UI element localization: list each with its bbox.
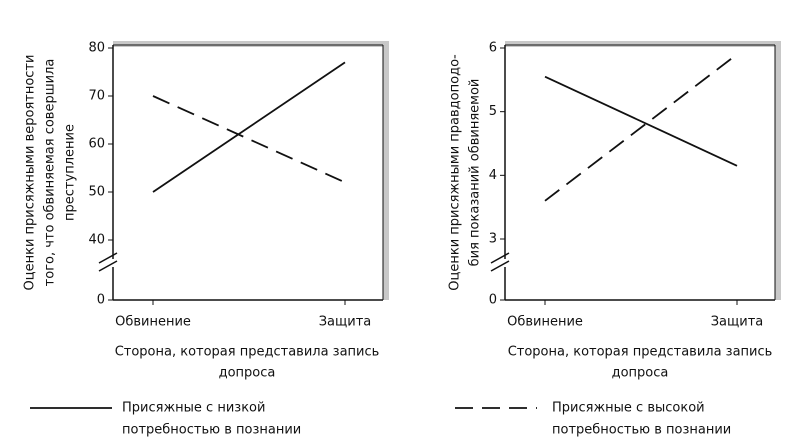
axis-break: [98, 260, 118, 272]
axis-break-gap: [99, 259, 119, 267]
x-axis-label: Сторона, которая представила запись: [508, 345, 773, 360]
axis-break: [490, 252, 510, 264]
frame-shade: [383, 41, 389, 300]
y-axis-label: Оценки присяжными правдоподо-: [448, 54, 463, 291]
x-tick-label: Защита: [711, 315, 764, 330]
y-axis-label: бия показаний обвиняемой: [468, 79, 483, 267]
y-tick-label: 50: [88, 185, 105, 200]
y-axis-label: преступление: [63, 124, 78, 221]
y-tick-label: 6: [489, 41, 497, 56]
x-tick-label: Обвинение: [115, 315, 191, 330]
axis-break-gap: [491, 259, 511, 267]
legend-label: Присяжные с низкой: [122, 401, 265, 416]
frame-shade: [113, 41, 389, 47]
y-tick-label: 0: [489, 293, 497, 308]
x-axis-label: допроса: [219, 366, 276, 381]
legend-label: потребностью в познании: [122, 423, 301, 438]
x-tick-label: Защита: [319, 315, 372, 330]
y-axis-label: Оценки присяжными вероятности: [23, 55, 38, 291]
y-tick-label: 5: [489, 104, 497, 119]
frame-shade: [505, 41, 781, 47]
series-line: [544, 75, 738, 167]
x-tick-label: Обвинение: [507, 315, 583, 330]
y-tick-label: 60: [88, 137, 105, 152]
legend-label: Присяжные с высокой: [552, 401, 705, 416]
axis-break: [490, 260, 510, 272]
series-line: [152, 61, 346, 193]
frame-shade: [775, 41, 781, 300]
legend-label: потребностью в познании: [552, 423, 731, 438]
y-tick-label: 70: [88, 89, 105, 104]
x-axis-label: допроса: [612, 366, 669, 381]
y-tick-label: 0: [97, 293, 105, 308]
y-tick-label: 4: [489, 168, 497, 183]
series-line: [152, 95, 346, 184]
y-tick-label: 80: [88, 41, 105, 56]
series-line: [544, 53, 738, 202]
y-tick-label: 3: [489, 232, 497, 247]
y-axis-label: того, что обвиняемая совершила: [43, 59, 58, 287]
x-axis-label: Сторона, которая представила запись: [115, 345, 380, 360]
y-tick-label: 40: [88, 233, 105, 248]
axis-break: [98, 252, 118, 264]
